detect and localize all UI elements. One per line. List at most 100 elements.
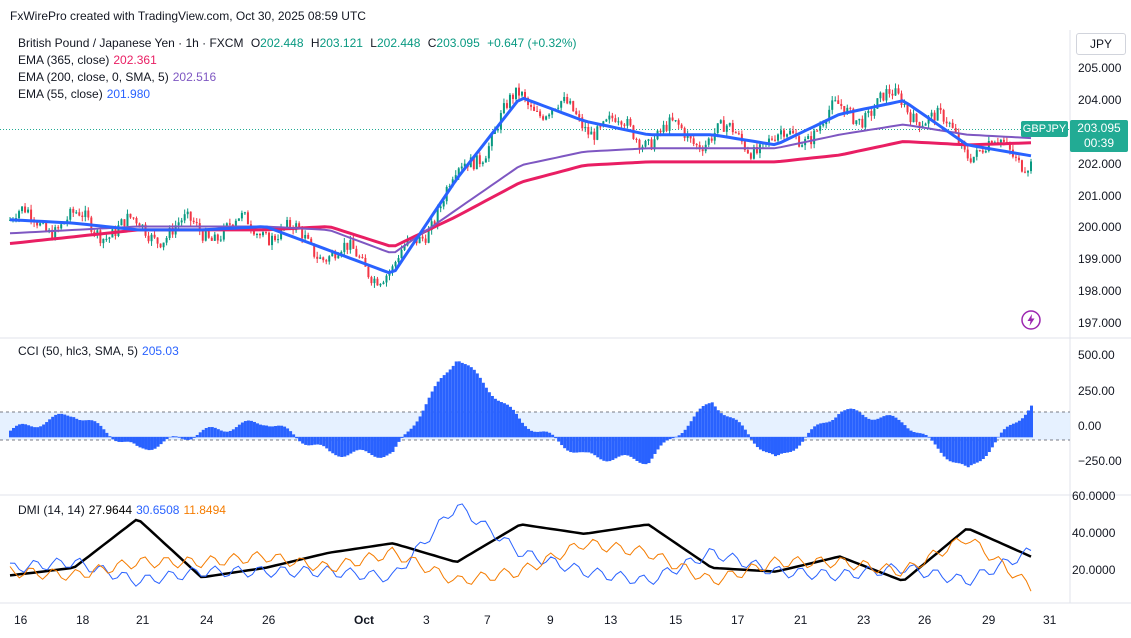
cci-bar (508, 406, 512, 438)
time-axis[interactable]: 16 18 21 24 26 Oct 3 7 9 13 15 17 21 23 … (14, 613, 1057, 627)
candle-body (39, 223, 42, 226)
cci-bar (611, 436, 615, 460)
cci-bar (668, 436, 672, 440)
cci-bar (930, 436, 934, 441)
candle-body (331, 252, 334, 257)
cci-bar (846, 409, 850, 438)
low-value: 202.448 (376, 36, 421, 50)
cci-bar (596, 436, 600, 458)
candle-body (406, 238, 409, 246)
candle-body (219, 239, 222, 241)
candle-body (728, 123, 731, 126)
candle-body (581, 117, 584, 129)
cci-bar (27, 425, 31, 438)
price-axis[interactable]: 205.000 204.000 202.000 201.000 200.000 … (1078, 61, 1122, 330)
cci-bar (710, 402, 714, 438)
candle-body (849, 107, 852, 109)
cci-bar (590, 436, 594, 454)
candle-body (734, 132, 737, 134)
candle-body (662, 124, 665, 133)
cci-bar (349, 436, 353, 454)
ema365-legend[interactable]: EMA (365, close) 202.361 (18, 52, 157, 69)
cci-bar (361, 436, 365, 451)
cci-axis-label: 250.00 (1078, 384, 1115, 398)
cci-bar (536, 431, 540, 438)
cci-bar (990, 436, 994, 448)
cci-bar (542, 431, 546, 438)
cci-bar (147, 436, 151, 451)
currency-button[interactable]: JPY (1076, 33, 1126, 55)
last-price-tag: 203.095 00:39 (1070, 120, 1128, 152)
candle-body (457, 168, 460, 176)
candle-body (222, 226, 225, 240)
cci-bar (942, 436, 946, 457)
dmi-label: DMI (14, 14) (18, 503, 85, 517)
candle-body (707, 138, 710, 145)
lightning-icon[interactable] (1021, 310, 1041, 330)
candle-body (421, 236, 424, 239)
candle-body (927, 116, 930, 124)
cci-bar (355, 436, 359, 451)
candle-body (150, 234, 153, 242)
candle-body (370, 277, 373, 284)
candle-body (286, 219, 289, 228)
cci-bar (81, 420, 85, 438)
candle-body (593, 131, 596, 140)
cci-bar (861, 414, 865, 438)
candle-body (304, 234, 307, 239)
cci-bar (346, 436, 350, 456)
cci-bar (225, 431, 229, 438)
candle-body (216, 234, 219, 241)
candle-body (316, 256, 319, 259)
candle-body (258, 233, 261, 236)
candle-body (403, 245, 406, 250)
candle-body (548, 114, 551, 117)
candle-body (975, 150, 978, 157)
cci-bar (162, 436, 166, 442)
main-legend[interactable]: British Pound / Japanese Yen · 1h · FXCM… (18, 35, 577, 52)
cci-legend[interactable]: CCI (50, hlc3, SMA, 5) 205.03 (18, 343, 179, 360)
candle-body (680, 124, 683, 129)
dmi-legend[interactable]: DMI (14, 14) 27.9644 30.6508 11.8494 (18, 502, 226, 519)
dmi-axis[interactable]: 60.0000 40.0000 20.0000 (1072, 489, 1116, 577)
cci-bar (795, 436, 799, 449)
cci-bar (198, 432, 202, 438)
cci-bar (469, 367, 473, 438)
candle-body (752, 147, 755, 159)
candle-body (27, 209, 30, 213)
cci-bar (548, 432, 552, 438)
ema200-legend[interactable]: EMA (200, close, 0, SMA, 5) 202.516 (18, 69, 216, 86)
cci-bar (593, 436, 597, 456)
cci-bar (439, 378, 443, 438)
candle-body (792, 130, 795, 134)
candle-body (966, 149, 969, 159)
cci-bar (310, 436, 314, 446)
ema55-legend[interactable]: EMA (55, close) 201.980 (18, 86, 150, 103)
cci-bar (433, 386, 437, 438)
cci-bar (749, 436, 753, 440)
cci-bar (60, 413, 64, 438)
candle-body (1020, 160, 1023, 172)
candle-body (789, 130, 792, 135)
candle-body (560, 101, 563, 108)
cci-bar (36, 427, 40, 438)
cci-bar (650, 436, 654, 459)
cci-bar (731, 418, 735, 438)
candle-body (505, 103, 508, 108)
cci-bar (647, 436, 651, 464)
candle-body (210, 237, 213, 241)
change-value: +0.647 (+0.32%) (487, 36, 577, 50)
candle-body (334, 252, 337, 259)
ema200-value: 202.516 (172, 70, 217, 84)
cci-bar (418, 416, 422, 438)
cci-bar (138, 436, 142, 448)
cci-bar (502, 403, 506, 438)
cci-bar (228, 430, 232, 438)
low-label: L (370, 36, 377, 50)
cci-bar (984, 436, 988, 456)
cci-axis[interactable]: 500.00 250.00 0.00 −250.00 (1078, 348, 1122, 468)
cci-bar (864, 417, 868, 438)
candle-body (1008, 142, 1011, 150)
candle-body (87, 210, 90, 218)
